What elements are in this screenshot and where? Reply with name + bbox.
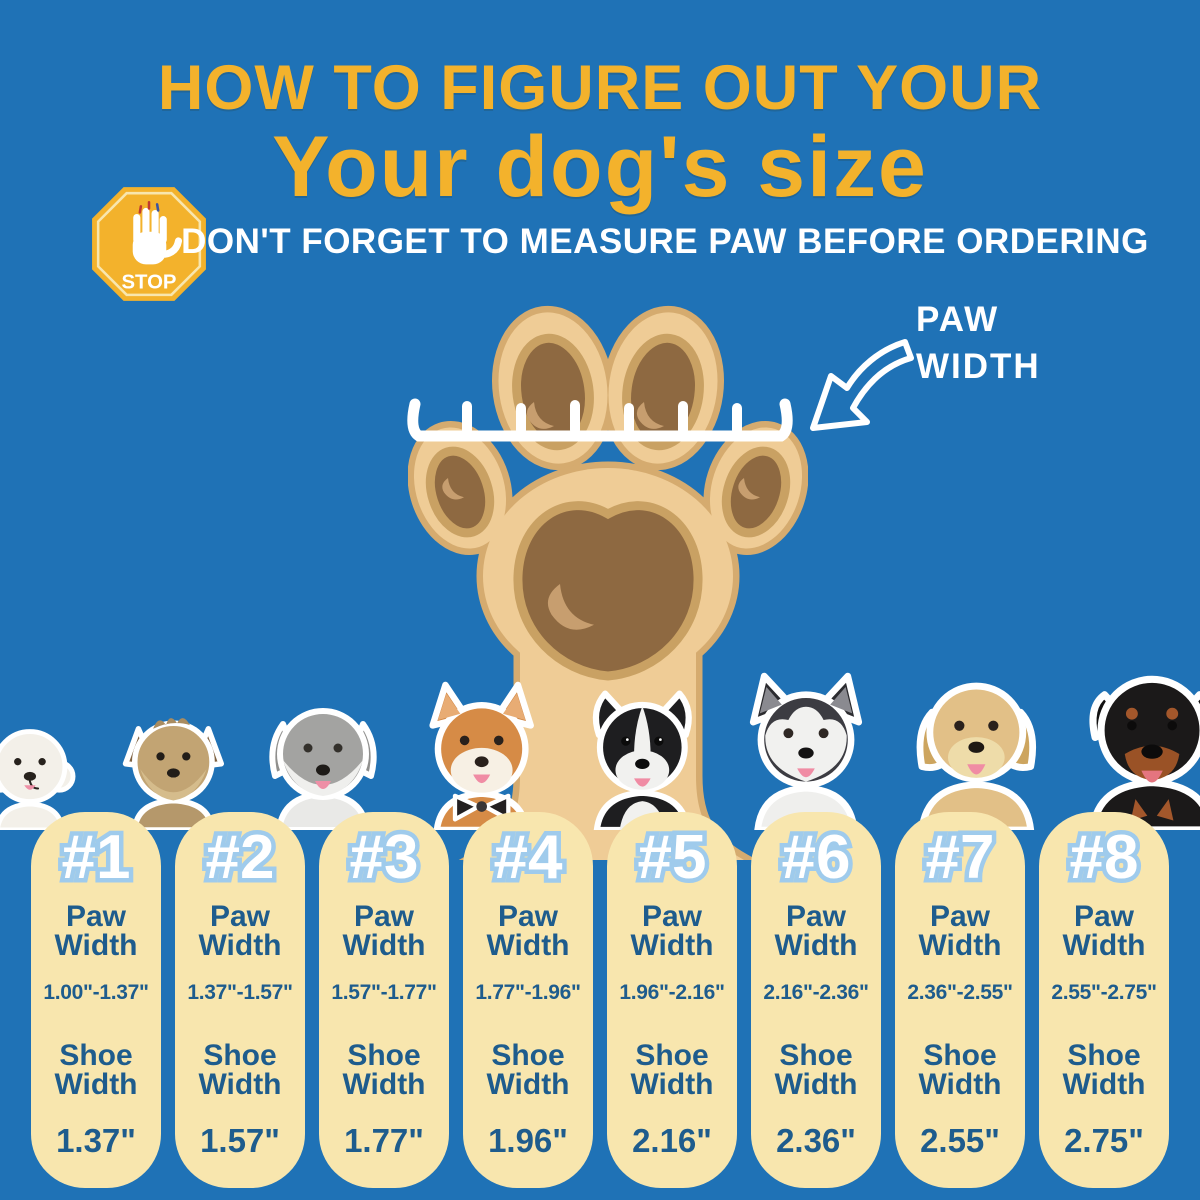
page-title-line1: HOW TO FIGURE OUT YOUR <box>157 53 1043 123</box>
dog-photo-bearded-collie <box>253 680 393 830</box>
size-number: #8 <box>1070 823 1139 892</box>
paw-width-heading: Paw Width <box>342 900 426 963</box>
paw-width-heading: Paw Width <box>54 900 138 963</box>
size-card-8: #8 Paw Width 2.55"-2.75" Shoe Width 2.75… <box>1039 812 1169 1188</box>
paw-width-range: 1.77"-1.96" <box>475 980 581 1004</box>
shoe-width-value: 2.36" <box>776 1121 856 1159</box>
dog-photo-border-collie <box>570 675 715 830</box>
paw-width-range: 1.96"-2.16" <box>619 980 725 1004</box>
size-card-1: #1 Paw Width 1.00"-1.37" Shoe Width 1.37… <box>31 812 161 1188</box>
shoe-width-value: 1.96" <box>488 1121 568 1159</box>
paw-width-range: 2.16"-2.36" <box>763 980 869 1004</box>
paw-width-heading: Paw Width <box>486 900 570 963</box>
shoe-width-value: 1.37" <box>56 1121 136 1159</box>
size-card-3: #3 Paw Width 1.57"-1.77" Shoe Width 1.77… <box>319 812 449 1188</box>
shoe-width-heading: Shoe Width <box>1062 1038 1146 1102</box>
shoe-width-value: 2.75" <box>1064 1121 1144 1159</box>
size-number: #4 <box>494 823 563 892</box>
shoe-width-value: 2.16" <box>632 1121 712 1159</box>
paw-width-range: 1.00"-1.37" <box>43 980 149 1004</box>
size-number: #6 <box>782 823 851 892</box>
size-number: #5 <box>638 823 707 892</box>
shoe-width-heading: Shoe Width <box>486 1038 570 1102</box>
size-card-5: #5 Paw Width 1.96"-2.16" Shoe Width 2.16… <box>607 812 737 1188</box>
size-number: #7 <box>926 823 995 892</box>
shoe-width-value: 2.55" <box>920 1121 1000 1159</box>
dog-photo-yorkshire-terrier <box>109 692 239 830</box>
dog-photo-golden-retriever <box>897 660 1056 830</box>
shoe-width-heading: Shoe Width <box>54 1038 138 1102</box>
paw-width-range: 2.55"-2.75" <box>1051 980 1157 1004</box>
curved-arrow-icon <box>810 339 914 431</box>
page-title-line2: Your dog's size <box>272 119 928 215</box>
shoe-width-heading: Shoe Width <box>630 1038 714 1102</box>
dog-photo-bichon-frise <box>0 708 95 830</box>
paw-width-heading: Paw Width <box>198 900 282 963</box>
stop-sign-icon: STOP <box>88 183 210 305</box>
shoe-width-value: 1.57" <box>200 1121 280 1159</box>
shoe-width-heading: Shoe Width <box>198 1038 282 1102</box>
paw-width-label: PAW WIDTH <box>916 300 1041 387</box>
size-chart: #1 Paw Width 1.00"-1.37" Shoe Width 1.37… <box>0 812 1200 1188</box>
size-number: #1 <box>62 823 131 892</box>
dogs-row <box>0 652 1200 830</box>
measure-warning-text: DON'T FORGET TO MEASURE PAW BEFORE ORDER… <box>181 222 1149 261</box>
dog-photo-shiba-inu <box>407 670 556 830</box>
shoe-width-heading: Shoe Width <box>774 1038 858 1102</box>
dog-photo-rottweiler <box>1069 652 1200 830</box>
size-card-4: #4 Paw Width 1.77"-1.96" Shoe Width 1.96… <box>463 812 593 1188</box>
paw-width-heading: Paw Width <box>918 900 1002 963</box>
paw-width-range: 2.36"-2.55" <box>907 980 1013 1004</box>
dog-photo-husky <box>729 665 883 830</box>
paw-width-heading: Paw Width <box>630 900 714 963</box>
ruler-icon <box>407 398 793 442</box>
shoe-width-heading: Shoe Width <box>918 1038 1002 1102</box>
size-number: #3 <box>350 823 419 892</box>
stop-sign-label: STOP <box>122 272 177 294</box>
shoe-width-heading: Shoe Width <box>342 1038 426 1102</box>
hand-icon <box>132 201 183 265</box>
paw-width-heading: Paw Width <box>1062 900 1146 963</box>
paw-width-range: 1.57"-1.77" <box>331 980 437 1004</box>
size-number: #2 <box>206 823 275 892</box>
size-card-2: #2 Paw Width 1.37"-1.57" Shoe Width 1.57… <box>175 812 305 1188</box>
paw-width-range: 1.37"-1.57" <box>187 980 293 1004</box>
size-card-6: #6 Paw Width 2.16"-2.36" Shoe Width 2.36… <box>751 812 881 1188</box>
paw-width-heading: Paw Width <box>774 900 858 963</box>
shoe-width-value: 1.77" <box>344 1121 424 1159</box>
size-card-7: #7 Paw Width 2.36"-2.55" Shoe Width 2.55… <box>895 812 1025 1188</box>
